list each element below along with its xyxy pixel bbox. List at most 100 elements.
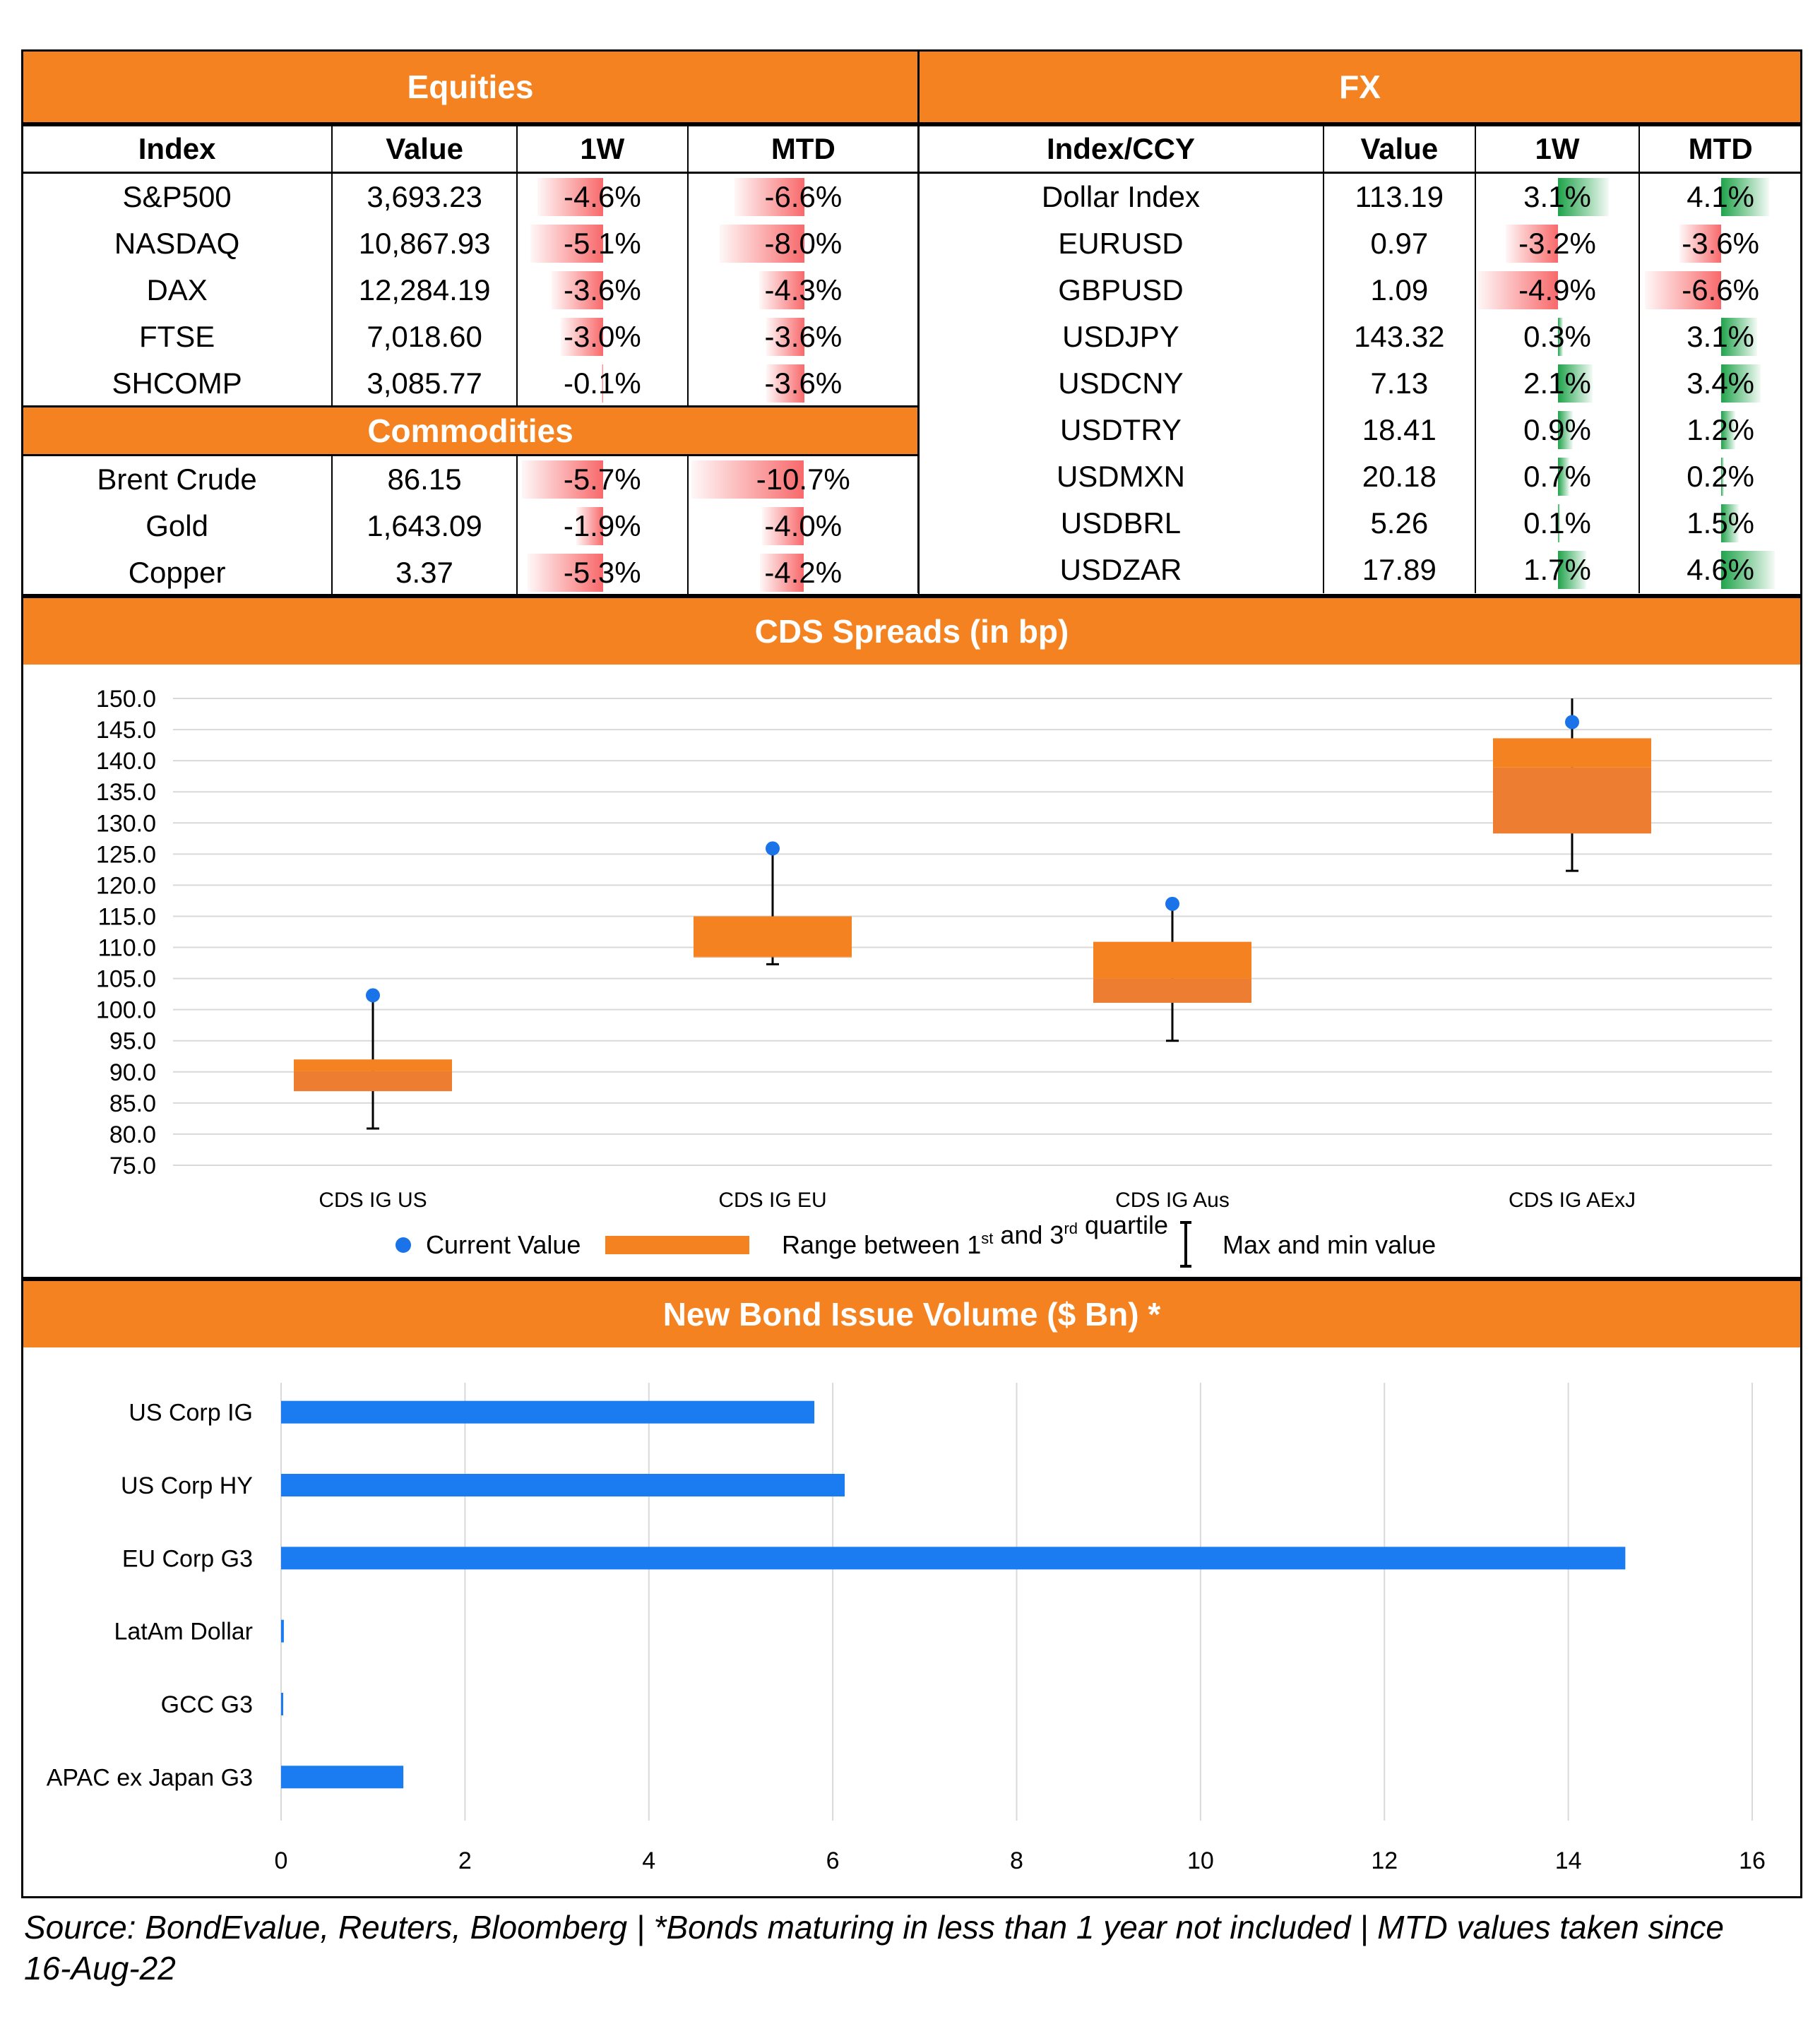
bond-chart-title: New Bond Issue Volume ($ Bn) * — [21, 1279, 1802, 1350]
fx-mtd-databar — [1721, 364, 1761, 403]
fx-1w-cell-inner: -3.2% — [1476, 220, 1639, 267]
fx-row: USDTRY 18.41 0.9% 1.2% — [917, 407, 1802, 453]
bond-xtick-label: 0 — [275, 1847, 288, 1874]
legend-range-part: and 3 — [993, 1220, 1064, 1249]
cds-ytick-label: 115.0 — [97, 903, 156, 930]
equities-row: DAX 12,284.19 -3.6% -4.3% — [20, 267, 920, 314]
equities-name: SHCOMP — [20, 360, 333, 407]
legend-range-part: quartile — [1078, 1210, 1168, 1239]
commodities-mtd-cell-inner: -4.0% — [689, 503, 919, 549]
commodities-mtd-cell: -4.0% — [686, 503, 920, 549]
equities-header-row: Index Value 1W MTD — [20, 124, 920, 174]
fx-mtd-databar — [1721, 551, 1775, 589]
fx-mtd-cell: 4.6% — [1638, 547, 1802, 593]
bond-bar — [281, 1474, 845, 1496]
equities-1w-text: -0.1% — [563, 367, 641, 400]
commodities-row: Gold 1,643.09 -1.9% -4.0% — [20, 503, 920, 549]
bond-category-label: EU Corp G3 — [122, 1545, 253, 1572]
fx-mtd-text: 3.4% — [1687, 367, 1755, 400]
equities-mtd-text: -4.3% — [764, 273, 843, 306]
equities-mtd-cell-inner: -3.6% — [689, 360, 918, 407]
cds-box-upper — [294, 1059, 452, 1071]
equities-value: 12,284.19 — [331, 267, 518, 314]
bond-xtick-label: 14 — [1555, 1847, 1582, 1874]
fx-1w-text: 3.1% — [1523, 180, 1591, 213]
cds-category-label: CDS IG AExJ — [1509, 1189, 1636, 1212]
fx-name: GBPUSD — [917, 267, 1324, 314]
cds-box-upper — [1493, 738, 1651, 768]
cds-chart-title-text: CDS Spreads (in bp) — [754, 613, 1069, 650]
equities-1w-text: -5.1% — [563, 227, 641, 260]
fx-1w-databar — [1558, 551, 1586, 589]
commodities-name: Gold — [20, 503, 333, 549]
fx-name: USDBRL — [917, 500, 1324, 547]
equities-title: Equities — [21, 49, 920, 124]
equities-value: 7,018.60 — [331, 314, 518, 360]
bond-category-label: US Corp IG — [129, 1400, 253, 1427]
fx-1w-cell: -3.2% — [1474, 220, 1641, 267]
fx-mtd-text: 0.2% — [1687, 460, 1755, 493]
equities-header-index: Index — [20, 124, 333, 174]
bond-xtick-label: 10 — [1187, 1847, 1214, 1874]
fx-1w-cell-inner: 0.7% — [1476, 453, 1639, 500]
fx-mtd-cell: 3.4% — [1638, 360, 1802, 407]
equities-1w-databar — [601, 364, 603, 403]
fx-1w-text: 1.7% — [1523, 553, 1591, 586]
commodities-mtd-cell-inner: -4.2% — [689, 549, 919, 596]
fx-1w-text: 2.1% — [1523, 367, 1591, 400]
cds-category-label: CDS IG Aus — [1115, 1189, 1230, 1212]
fx-value: 1.09 — [1322, 267, 1476, 314]
fx-table: Index/CCY Value 1W MTD Dollar Index 113.1… — [917, 124, 1802, 593]
cds-ytick-label: 150.0 — [96, 686, 156, 713]
equities-title-text: Equities — [407, 69, 534, 105]
bond-xtick-label: 8 — [1010, 1847, 1023, 1874]
bond-bar — [281, 1693, 283, 1715]
commodities-1w-cell: -1.9% — [516, 503, 689, 549]
commodities-mtd-databar — [759, 554, 804, 592]
equities-mtd-databar — [766, 364, 804, 403]
fx-1w-text: 0.1% — [1523, 506, 1591, 540]
equities-1w-text: -3.6% — [563, 273, 641, 306]
fx-1w-text: 0.7% — [1523, 460, 1591, 493]
bond-bar — [281, 1400, 815, 1424]
fx-mtd-cell: 0.2% — [1638, 453, 1802, 500]
bond-bar — [281, 1547, 1626, 1570]
fx-name: Dollar Index — [917, 172, 1324, 220]
bond-category-label: APAC ex Japan G3 — [47, 1764, 253, 1791]
bond-xtick-label: 6 — [826, 1847, 840, 1874]
equities-mtd-cell-inner: -6.6% — [689, 174, 918, 220]
equities-1w-text: -4.6% — [563, 180, 641, 213]
cds-ytick-label: 90.0 — [109, 1059, 156, 1086]
fx-1w-cell-inner: 1.7% — [1476, 547, 1639, 593]
legend-maxmin-label: Max and min value — [1223, 1230, 1436, 1259]
bond-xtick-label: 12 — [1371, 1847, 1398, 1874]
fx-name: USDTRY — [917, 407, 1324, 453]
commodities-1w-text: -5.7% — [563, 463, 641, 496]
cds-chart-title: CDS Spreads (in bp) — [21, 596, 1802, 667]
cds-category-label: CDS IG US — [319, 1189, 427, 1212]
fx-row: GBPUSD 1.09 -4.9% -6.6% — [917, 267, 1802, 314]
cds-ytick-label: 125.0 — [96, 841, 156, 868]
equities-1w-cell: -5.1% — [516, 220, 689, 267]
fx-mtd-cell-inner: -6.6% — [1640, 267, 1801, 314]
cds-current-point — [766, 841, 780, 856]
equities-mtd-text: -3.6% — [764, 367, 843, 400]
fx-mtd-cell-inner: 1.2% — [1640, 407, 1801, 453]
commodities-table: Brent Crude 86.15 -5.7% -10.7% Gold 1,643.09 -… — [20, 456, 920, 596]
cds-ytick-label: 110.0 — [97, 935, 156, 962]
equities-mtd-databar — [759, 271, 804, 309]
equities-1w-cell: -3.0% — [516, 314, 689, 360]
fx-value: 143.32 — [1322, 314, 1476, 360]
equities-mtd-databar — [720, 225, 804, 263]
fx-1w-cell: 0.3% — [1474, 314, 1641, 360]
equities-value: 3,085.77 — [331, 360, 518, 407]
equities-1w-cell: -4.6% — [516, 172, 689, 220]
fx-mtd-cell: 3.1% — [1638, 314, 1802, 360]
fx-mtd-cell-inner: -3.6% — [1640, 220, 1801, 267]
fx-name: USDCNY — [917, 360, 1324, 407]
fx-1w-cell: 2.1% — [1474, 360, 1641, 407]
equities-table: Index Value 1W MTD S&P500 3,693.23 -4.6% -6… — [20, 124, 920, 407]
equities-row: NASDAQ 10,867.93 -5.1% -8.0% — [20, 220, 920, 267]
equities-1w-cell-inner: -4.6% — [518, 174, 687, 220]
fx-1w-cell: 0.7% — [1474, 453, 1641, 500]
